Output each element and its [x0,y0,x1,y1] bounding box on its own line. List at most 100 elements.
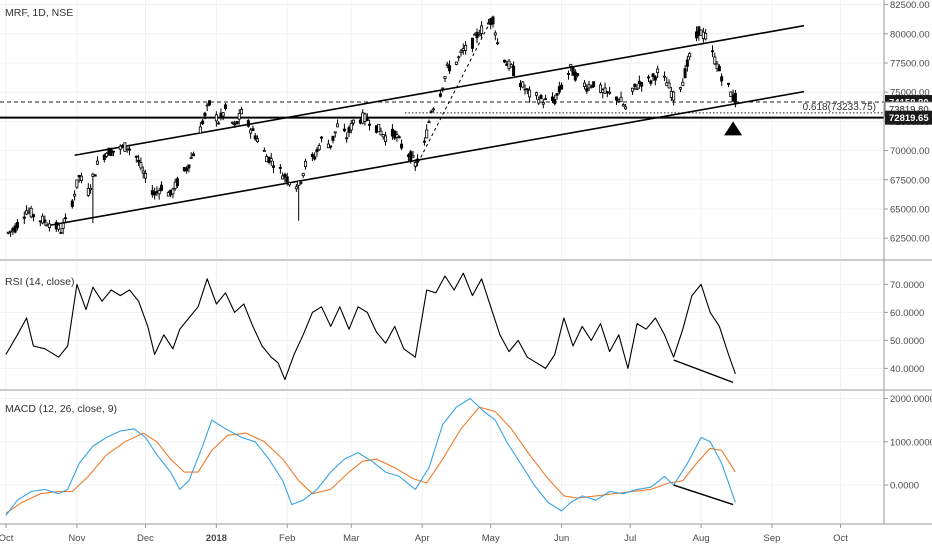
candle-body[interactable] [656,68,660,74]
candle-body[interactable] [672,91,676,101]
candle-body[interactable] [187,164,191,169]
macd-pane[interactable]: 0.0000 1000.0000 2000.0000 [0,392,932,524]
macd-line[interactable] [5,397,736,516]
candle-body[interactable] [214,114,218,122]
candle-body[interactable] [326,143,330,149]
candle-body[interactable] [205,104,209,107]
fibonacci-retracement-line[interactable] [414,16,494,169]
candle-body[interactable] [93,174,97,177]
candle-body[interactable] [441,87,445,90]
candle-body[interactable] [111,150,115,153]
candle-body[interactable] [198,126,202,134]
candle-body[interactable] [395,134,399,138]
candle-body[interactable] [150,190,154,195]
candle-body[interactable] [557,86,561,93]
candle-body[interactable] [521,81,525,88]
candle-body[interactable] [107,148,111,156]
candle-body[interactable] [381,134,385,138]
candle-body[interactable] [733,92,737,105]
candle-body[interactable] [253,135,257,140]
candle-body[interactable] [651,73,655,78]
candle-body[interactable] [422,140,426,143]
candle-body[interactable] [589,86,593,89]
candle-body[interactable] [681,81,685,87]
candle-body[interactable] [491,16,495,25]
candle-body[interactable] [406,154,410,157]
candle-body[interactable] [649,80,653,84]
candle-body[interactable] [400,143,404,149]
candle-body[interactable] [265,156,269,163]
macd-divergence-line[interactable] [673,484,734,506]
candle-body[interactable] [189,157,193,159]
candle-body[interactable] [304,160,308,167]
candle-body[interactable] [489,18,493,25]
candle-body[interactable] [663,75,667,78]
candle-body[interactable] [365,117,369,121]
candle-body[interactable] [331,135,335,141]
candle-body[interactable] [512,65,516,76]
candle-body[interactable] [267,156,271,163]
candle-body[interactable] [539,95,543,99]
candle-body[interactable] [361,112,365,124]
candle-body[interactable] [454,61,458,65]
candle-body[interactable] [630,87,634,92]
candle-body[interactable] [251,128,255,132]
candle-body[interactable] [283,174,287,178]
candle-body[interactable] [109,149,113,156]
candle-body[interactable] [299,181,303,184]
candle-body[interactable] [368,123,372,126]
candle-body[interactable] [223,104,227,109]
candle-body[interactable] [704,32,708,40]
candle-body[interactable] [523,88,527,91]
candle-body[interactable] [653,76,657,81]
candle-body[interactable] [134,155,138,158]
candle-body[interactable] [582,82,586,87]
candle-body[interactable] [207,100,211,106]
rsi-pane[interactable]: 40.0000 50.0000 60.0000 70.0000 [0,262,924,388]
candle-body[interactable] [173,181,177,189]
candle-body[interactable] [336,123,340,128]
candle-body[interactable] [461,48,465,51]
candle-body[interactable] [697,26,701,36]
candle-body[interactable] [541,102,545,105]
candle-body[interactable] [141,170,145,174]
candle-body[interactable] [61,222,65,229]
price-pane[interactable]: 62500.0065000.0067500.0070000.0072500.00… [0,0,932,258]
candle-body[interactable] [235,121,239,125]
candle-body[interactable] [713,56,717,65]
up-arrow-marker[interactable] [724,121,743,136]
candle-body[interactable] [502,59,506,63]
candle-body[interactable] [11,228,15,231]
candle-body[interactable] [70,200,74,207]
candle-body[interactable] [25,210,29,215]
candle-body[interactable] [38,220,42,223]
candle-body[interactable] [285,176,289,182]
channel-upper-trendline[interactable] [74,24,805,157]
candle-body[interactable] [201,120,205,125]
candle-body[interactable] [57,224,61,230]
candle-body[interactable] [352,119,356,124]
candle-body[interactable] [665,82,669,87]
candle-body[interactable] [169,189,173,196]
candle-body[interactable] [315,149,319,153]
candle-body[interactable] [288,182,292,186]
candle-body[interactable] [221,112,225,117]
candle-body[interactable] [464,44,468,51]
candle-body[interactable] [237,113,241,120]
candle-body[interactable] [587,84,591,89]
candle-body[interactable] [47,223,51,229]
candle-body[interactable] [731,94,735,102]
candle-body[interactable] [310,153,314,158]
candle-body[interactable] [43,219,47,223]
candle-body[interactable] [432,108,436,111]
candle-body[interactable] [480,25,484,34]
candle-body[interactable] [507,60,511,70]
candle-body[interactable] [73,193,77,197]
candle-body[interactable] [537,99,541,104]
candle-body[interactable] [63,217,67,220]
candle-body[interactable] [217,122,221,125]
candle-body[interactable] [427,121,431,124]
candle-body[interactable] [166,192,170,197]
candle-body[interactable] [6,231,10,234]
candle-body[interactable] [182,167,186,172]
